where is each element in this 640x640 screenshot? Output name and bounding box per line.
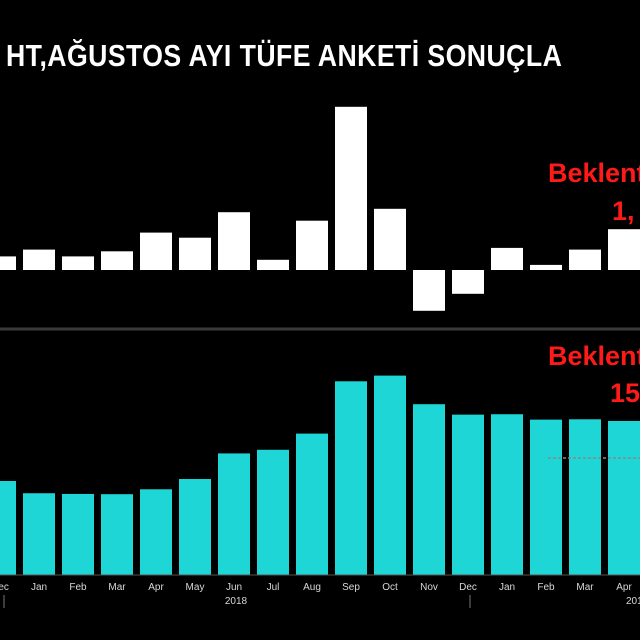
bottom-bar-mar-15 bbox=[569, 419, 601, 575]
x-tick-label: Dec bbox=[0, 582, 9, 593]
x-tick-label: Feb bbox=[537, 582, 555, 593]
top-bar-dec-0 bbox=[0, 256, 16, 270]
top-bar-mar-3 bbox=[101, 251, 133, 270]
x-tick-label: May bbox=[186, 582, 205, 593]
year-label: 2018 bbox=[225, 596, 248, 607]
x-tick-label: Aug bbox=[303, 582, 321, 593]
x-tick-label: Jan bbox=[499, 582, 515, 593]
bottom-bar-may-5 bbox=[179, 479, 211, 575]
x-tick-label: Jan bbox=[31, 582, 47, 593]
top-bar-may-5 bbox=[179, 237, 211, 270]
x-tick-label: Apr bbox=[148, 582, 164, 593]
top-bar-apr-4 bbox=[140, 232, 172, 270]
bottom-bar-apr-4 bbox=[140, 489, 172, 575]
top-bar-dec-12 bbox=[452, 270, 484, 294]
x-axis: Dec Jan Feb Mar Apr May Jun Jul Aug Sep Oct Nov Dec J… bbox=[0, 574, 640, 608]
x-tick-label: Mar bbox=[108, 582, 126, 593]
x-tick-label: Jun bbox=[226, 582, 242, 593]
top-bar-jun-6 bbox=[218, 212, 250, 270]
top-bar-aug-8 bbox=[296, 220, 328, 270]
bottom-bar-aug-8 bbox=[296, 433, 328, 575]
x-tick-label: Dec bbox=[459, 582, 477, 593]
top-bar-oct-10 bbox=[374, 208, 406, 270]
bottom-panel-bars bbox=[0, 375, 640, 575]
top-bar-mar-15 bbox=[569, 249, 601, 270]
top-bar-jan-1 bbox=[23, 249, 55, 270]
bottom-bar-mar-3 bbox=[101, 494, 133, 575]
bottom-bar-dec-0 bbox=[0, 480, 16, 575]
x-tick-label: Jul bbox=[267, 582, 280, 593]
bottom-bar-jun-6 bbox=[218, 453, 250, 575]
bottom-bar-feb-14 bbox=[530, 419, 562, 575]
chart-title: HT,AĞUSTOS AYI TÜFE ANKETİ SONUÇLA bbox=[6, 38, 563, 73]
top-bar-apr-16 bbox=[608, 229, 640, 270]
x-tick-label: Apr bbox=[616, 582, 632, 593]
top-bar-feb-14 bbox=[530, 264, 562, 270]
top-bar-nov-11 bbox=[413, 270, 445, 311]
bottom-expectation-label: Beklent bbox=[548, 341, 640, 371]
bottom-bar-jan-13 bbox=[491, 414, 523, 575]
bottom-bar-apr-16 bbox=[608, 420, 640, 575]
top-bar-jul-7 bbox=[257, 259, 289, 270]
top-bar-feb-2 bbox=[62, 256, 94, 270]
bottom-bar-feb-2 bbox=[62, 493, 94, 575]
bottom-expectation-value: 15 bbox=[610, 378, 640, 408]
top-expectation-label: Beklent bbox=[548, 158, 640, 188]
top-bar-jan-13 bbox=[491, 247, 523, 270]
x-tick-label: Oct bbox=[382, 582, 398, 593]
x-tick-label: Sep bbox=[342, 582, 360, 593]
x-tick-label: Mar bbox=[576, 582, 594, 593]
bottom-bar-jul-7 bbox=[257, 449, 289, 575]
bottom-bar-oct-10 bbox=[374, 375, 406, 575]
bottom-bar-dec-12 bbox=[452, 414, 484, 575]
top-panel-bars bbox=[0, 106, 640, 311]
year-label: 201 bbox=[626, 596, 640, 607]
top-expectation-value: 1, bbox=[612, 196, 635, 226]
top-bar-sep-9 bbox=[335, 106, 367, 270]
bottom-bar-jan-1 bbox=[23, 493, 55, 575]
x-tick-label: Feb bbox=[69, 582, 87, 593]
bottom-bar-sep-9 bbox=[335, 381, 367, 575]
x-tick-label: Nov bbox=[420, 582, 438, 593]
bottom-bar-nov-11 bbox=[413, 404, 445, 575]
